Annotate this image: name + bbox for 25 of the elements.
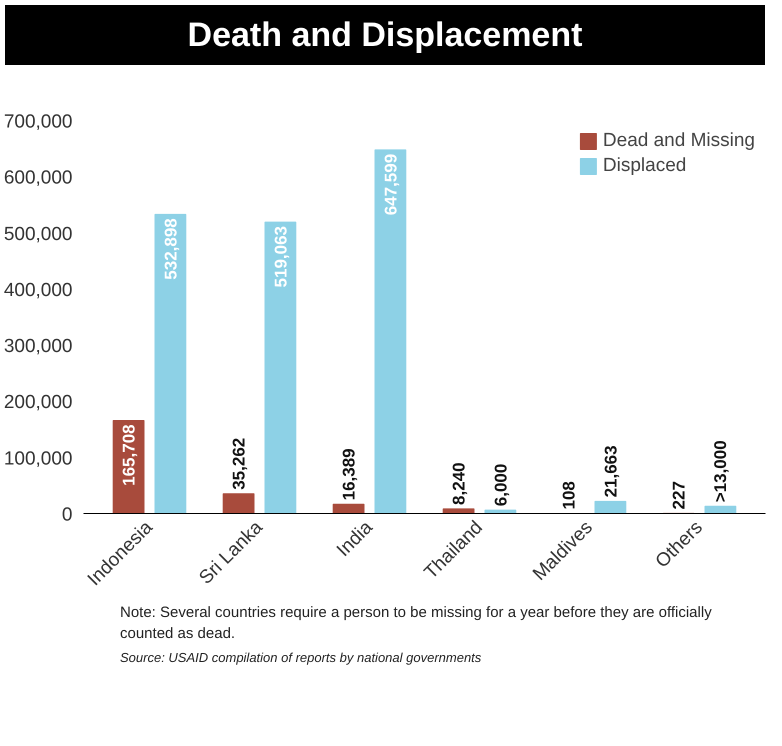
legend-label: Dead and Missing [602, 130, 755, 152]
text: Note: Several countries require a person to be missing for a year before they are officially counted as dead. [120, 603, 713, 644]
y-tick-label: 200,000 [4, 392, 73, 414]
chart-title: Death and Displacement [188, 15, 582, 56]
y-tick-label: 400,000 [4, 280, 73, 301]
data-label: 16,389 [340, 448, 359, 500]
data-label: 227 [670, 481, 689, 510]
data-label: 532,898 [161, 218, 180, 280]
y-tick-label: 300,000 [4, 336, 73, 358]
data-label: >13,000 [710, 440, 730, 502]
y-tick-label: 0 [62, 504, 73, 526]
data-label: 647,599 [381, 154, 400, 216]
y-tick-label: 700,000 [4, 112, 73, 132]
data-label: 21,663 [601, 445, 620, 498]
source-note: Source: USAID compilation of reports by national governments [120, 648, 482, 667]
data-label: 8,240 [450, 462, 469, 505]
data-label: 165,708 [120, 424, 139, 486]
y-tick-label: 500,000 [4, 224, 73, 245]
y-tick-label: 600,000 [4, 168, 73, 189]
data-label: 519,063 [271, 226, 290, 288]
data-label: 6,000 [491, 464, 510, 506]
legend-label: Displaced [602, 155, 686, 177]
data-label: 35,262 [230, 438, 249, 490]
y-tick-label: 100,000 [4, 448, 73, 470]
data-label: 108 [560, 481, 579, 510]
